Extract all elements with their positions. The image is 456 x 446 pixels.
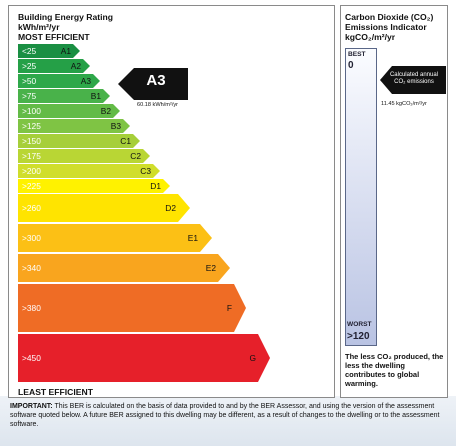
- co2-worst-label: WORST: [347, 321, 372, 328]
- rating-band-f: >380 F: [18, 284, 246, 332]
- important-label: IMPORTANT:: [10, 403, 53, 410]
- rating-band-arrow-icon: [18, 194, 190, 222]
- rating-band-e2: >340 E2: [18, 254, 230, 282]
- rating-band-e1: >300 E1: [18, 224, 212, 252]
- rating-band-min: >25: [22, 61, 37, 71]
- rating-band-code: A3: [80, 76, 91, 86]
- rating-band-g: >450 G: [18, 334, 270, 382]
- rating-band-arrow-icon: [18, 149, 150, 163]
- rating-band-code: D2: [165, 203, 176, 213]
- most-efficient-label: MOST EFFICIENT: [18, 32, 90, 42]
- rating-band-min: >75: [22, 91, 37, 101]
- rating-band-b2: >100 B2: [18, 104, 120, 118]
- rating-band-arrow-icon: [18, 224, 212, 252]
- rating-band-code: C2: [130, 151, 141, 161]
- rating-title: Building Energy Rating: [18, 12, 114, 22]
- co2-title-line1: Carbon Dioxide (CO₂): [345, 12, 434, 22]
- rating-band-code: B3: [110, 121, 121, 131]
- co2-best-label: BEST: [348, 51, 366, 58]
- co2-unit: kgCO₂/m²/yr: [345, 32, 396, 42]
- important-notice: IMPORTANT: This BER is calculated on the…: [10, 402, 450, 429]
- rating-band-arrow-icon: [18, 179, 170, 193]
- rating-band-c2: >175 C2: [18, 149, 150, 163]
- rating-band-arrow-icon: [18, 44, 80, 58]
- rating-band-a3: >50 A3: [18, 74, 100, 88]
- co2-arrow-text: Calculated annual CO₂ emissions: [389, 72, 439, 85]
- rating-band-code: A1: [60, 46, 71, 56]
- rating-band-code: F: [226, 303, 232, 313]
- rating-band-code: B1: [90, 91, 101, 101]
- important-text: This BER is calculated on the basis of d…: [10, 403, 440, 428]
- rating-band-arrow-icon: [18, 119, 130, 133]
- rating-label: A3: [146, 72, 166, 89]
- rating-band-min: >175: [22, 151, 41, 161]
- rating-band-d2: >260 D2: [18, 194, 190, 222]
- rating-band-min: >380: [22, 303, 41, 313]
- rating-band-min: >450: [22, 353, 41, 363]
- rating-band-arrow-icon: [18, 334, 270, 382]
- rating-band-a2: >25 A2: [18, 59, 90, 73]
- rating-band-arrow-icon: [18, 89, 110, 103]
- rating-band-arrow-icon: [18, 254, 230, 282]
- rating-band-code: D1: [150, 181, 161, 191]
- rating-band-min: >260: [22, 203, 41, 213]
- rating-band-arrow-icon: [18, 104, 120, 118]
- rating-band-arrow-icon: [18, 284, 246, 332]
- rating-band-arrow-icon: [18, 164, 160, 178]
- rating-band-b3: >125 B3: [18, 119, 130, 133]
- rating-band-code: E1: [187, 233, 198, 243]
- rating-band-code: C3: [140, 166, 151, 176]
- rating-band-min: <25: [22, 46, 37, 56]
- rating-band-a1: <25 A1: [18, 44, 80, 58]
- rating-band-d1: >225 D1: [18, 179, 170, 193]
- rating-band-min: >200: [22, 166, 41, 176]
- rating-band-code: C1: [120, 136, 131, 146]
- least-efficient-label: LEAST EFFICIENT: [18, 387, 93, 397]
- rating-value: 60.18 kWh/m²/yr: [137, 102, 179, 108]
- rating-band-arrow-icon: [18, 59, 90, 73]
- co2-arrow-icon: [380, 66, 446, 94]
- rating-band-b1: >75 B1: [18, 89, 110, 103]
- co2-best-value: 0: [348, 60, 354, 71]
- rating-band-min: >50: [22, 76, 37, 86]
- rating-band-min: >340: [22, 263, 41, 273]
- rating-band-arrow-icon: [18, 134, 140, 148]
- rating-band-code: G: [249, 353, 256, 363]
- rating-band-code: A2: [70, 61, 81, 71]
- co2-note: The less CO₂ produced, the less the dwel…: [345, 352, 444, 388]
- rating-band-code: E2: [205, 263, 216, 273]
- rating-band-min: >225: [22, 181, 41, 191]
- background-pattern: [0, 396, 456, 446]
- co2-value: 11.45 kgCO₂/m²/yr: [381, 101, 427, 107]
- rating-band-arrow-icon: [18, 74, 100, 88]
- rating-unit: kWh/m²/yr: [18, 22, 60, 32]
- rating-band-min: >300: [22, 233, 41, 243]
- rating-band-min: >150: [22, 136, 41, 146]
- rating-band-min: >125: [22, 121, 41, 131]
- co2-title-line2: Emissions Indicator: [345, 22, 427, 32]
- rating-arrow-icon: [118, 68, 188, 100]
- co2-worst-value: >120: [347, 331, 370, 342]
- rating-band-min: >100: [22, 106, 41, 116]
- co2-scale-bar: [345, 48, 377, 346]
- rating-band-c3: >200 C3: [18, 164, 160, 178]
- rating-band-c1: >150 C1: [18, 134, 140, 148]
- rating-band-code: B2: [100, 106, 111, 116]
